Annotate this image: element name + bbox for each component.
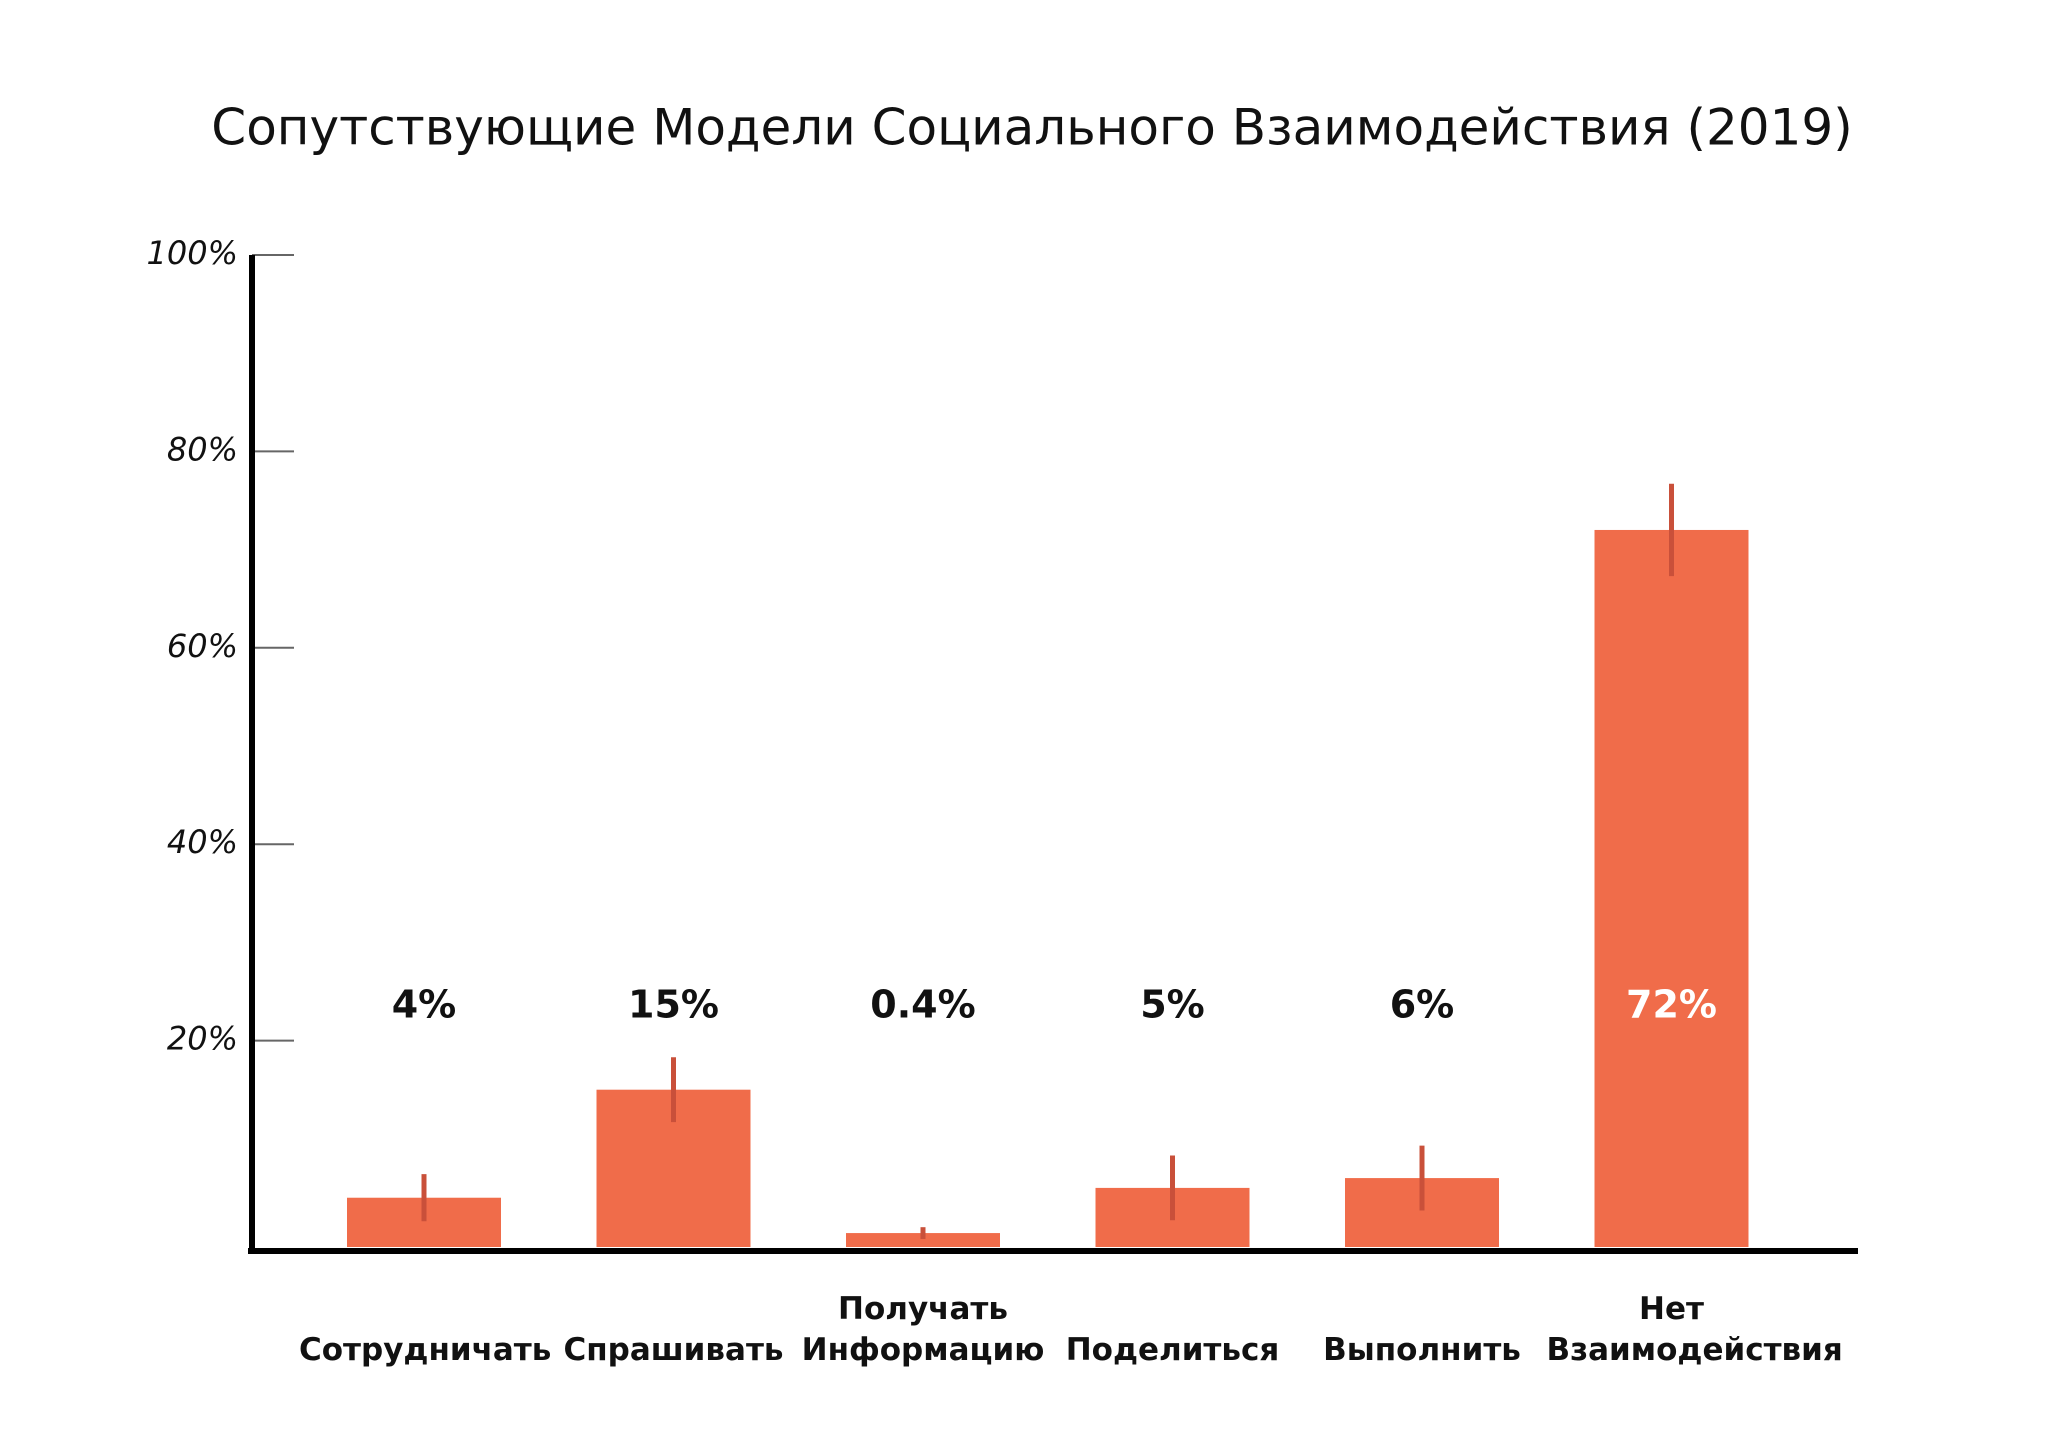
y-tick-label: 80% <box>167 430 238 468</box>
x-tick-label: Поделиться <box>1065 1332 1280 1368</box>
y-tick-label: 60% <box>167 627 238 665</box>
value-label: 6% <box>1390 983 1455 1027</box>
y-tick-label: 20% <box>167 1020 238 1058</box>
y-tick-label: 40% <box>167 823 238 861</box>
value-label: 0.4% <box>870 983 975 1027</box>
bar <box>846 1233 1000 1247</box>
bar <box>1594 529 1749 1247</box>
y-tick-label: 100% <box>147 234 238 272</box>
value-label: 4% <box>392 983 457 1027</box>
chart-title: Сопутствующие Модели Социального Взаимод… <box>211 99 1852 157</box>
x-tick-label: Получать Информацию <box>801 1291 1045 1368</box>
x-tick-label: Выполнить <box>1323 1332 1521 1368</box>
x-tick-label: Спрашивать <box>563 1332 784 1368</box>
x-tick-label: Сотрудничать <box>299 1332 552 1368</box>
value-label: 5% <box>1140 983 1205 1027</box>
x-tick-label: Нет Взаимодействия <box>1546 1291 1843 1368</box>
value-label: 72% <box>1626 983 1717 1027</box>
value-label: 15% <box>628 983 719 1027</box>
